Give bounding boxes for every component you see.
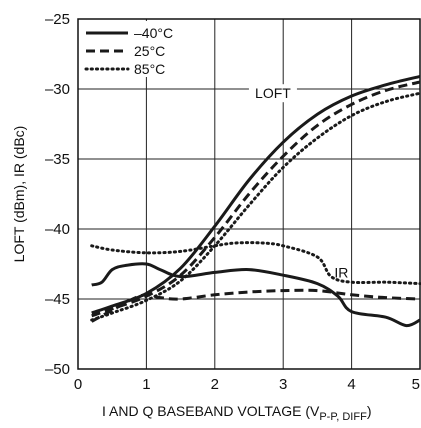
legend-label-solid: –40°C xyxy=(134,25,173,41)
x-tick-label: 3 xyxy=(279,376,287,393)
x-tick-label: 4 xyxy=(347,376,355,393)
annotation-label: IR xyxy=(334,264,348,280)
loft-series-solid xyxy=(91,74,421,315)
series-layer xyxy=(90,74,421,328)
legend-label-dotted: 85°C xyxy=(134,61,165,77)
loft-series-dashed xyxy=(91,80,421,318)
x-tick-labels: 0 1 2 3 4 5 xyxy=(74,376,420,393)
annotation-label: LOFT xyxy=(255,85,291,101)
y-tick-label: –45 xyxy=(45,291,70,308)
x-axis-title: I AND Q BASEBAND VOLTAGE (VP-P, DIFF) xyxy=(102,403,371,423)
x-axis-title-main: I AND Q BASEBAND VOLTAGE (V xyxy=(102,403,320,419)
x-tick-label: 2 xyxy=(211,376,219,393)
annotation-loft: LOFT xyxy=(248,84,297,103)
loft-series-dotted xyxy=(90,91,421,322)
legend: –40°C 25°C 85°C xyxy=(80,21,174,77)
y-tick-label: –50 xyxy=(45,361,70,378)
legend-label-dashed: 25°C xyxy=(134,43,165,59)
ir-series-dashed xyxy=(90,288,421,323)
ir-series-solid xyxy=(91,262,421,328)
x-tick-label: 0 xyxy=(74,376,82,393)
annotation-ir: IR xyxy=(334,264,348,280)
plot-frame xyxy=(77,18,421,370)
y-tick-labels: –25 –30 –35 –40 –45 –50 xyxy=(45,11,70,378)
y-tick-label: –35 xyxy=(45,151,70,168)
annotations: LOFT IR xyxy=(248,84,348,280)
annotation-background xyxy=(248,84,297,103)
y-tick-label: –30 xyxy=(45,81,70,98)
x-axis-title-subscript: P-P, DIFF xyxy=(319,411,367,423)
x-tick-label: 1 xyxy=(142,376,150,393)
x-axis-title-close: ) xyxy=(367,403,372,419)
ir-series-dotted xyxy=(90,241,421,286)
y-tick-label: –40 xyxy=(45,221,70,238)
y-tick-label: –25 xyxy=(45,11,70,28)
x-tick-label: 5 xyxy=(412,376,420,393)
y-axis-title: LOFT (dBm), IR (dBc) xyxy=(11,126,27,263)
